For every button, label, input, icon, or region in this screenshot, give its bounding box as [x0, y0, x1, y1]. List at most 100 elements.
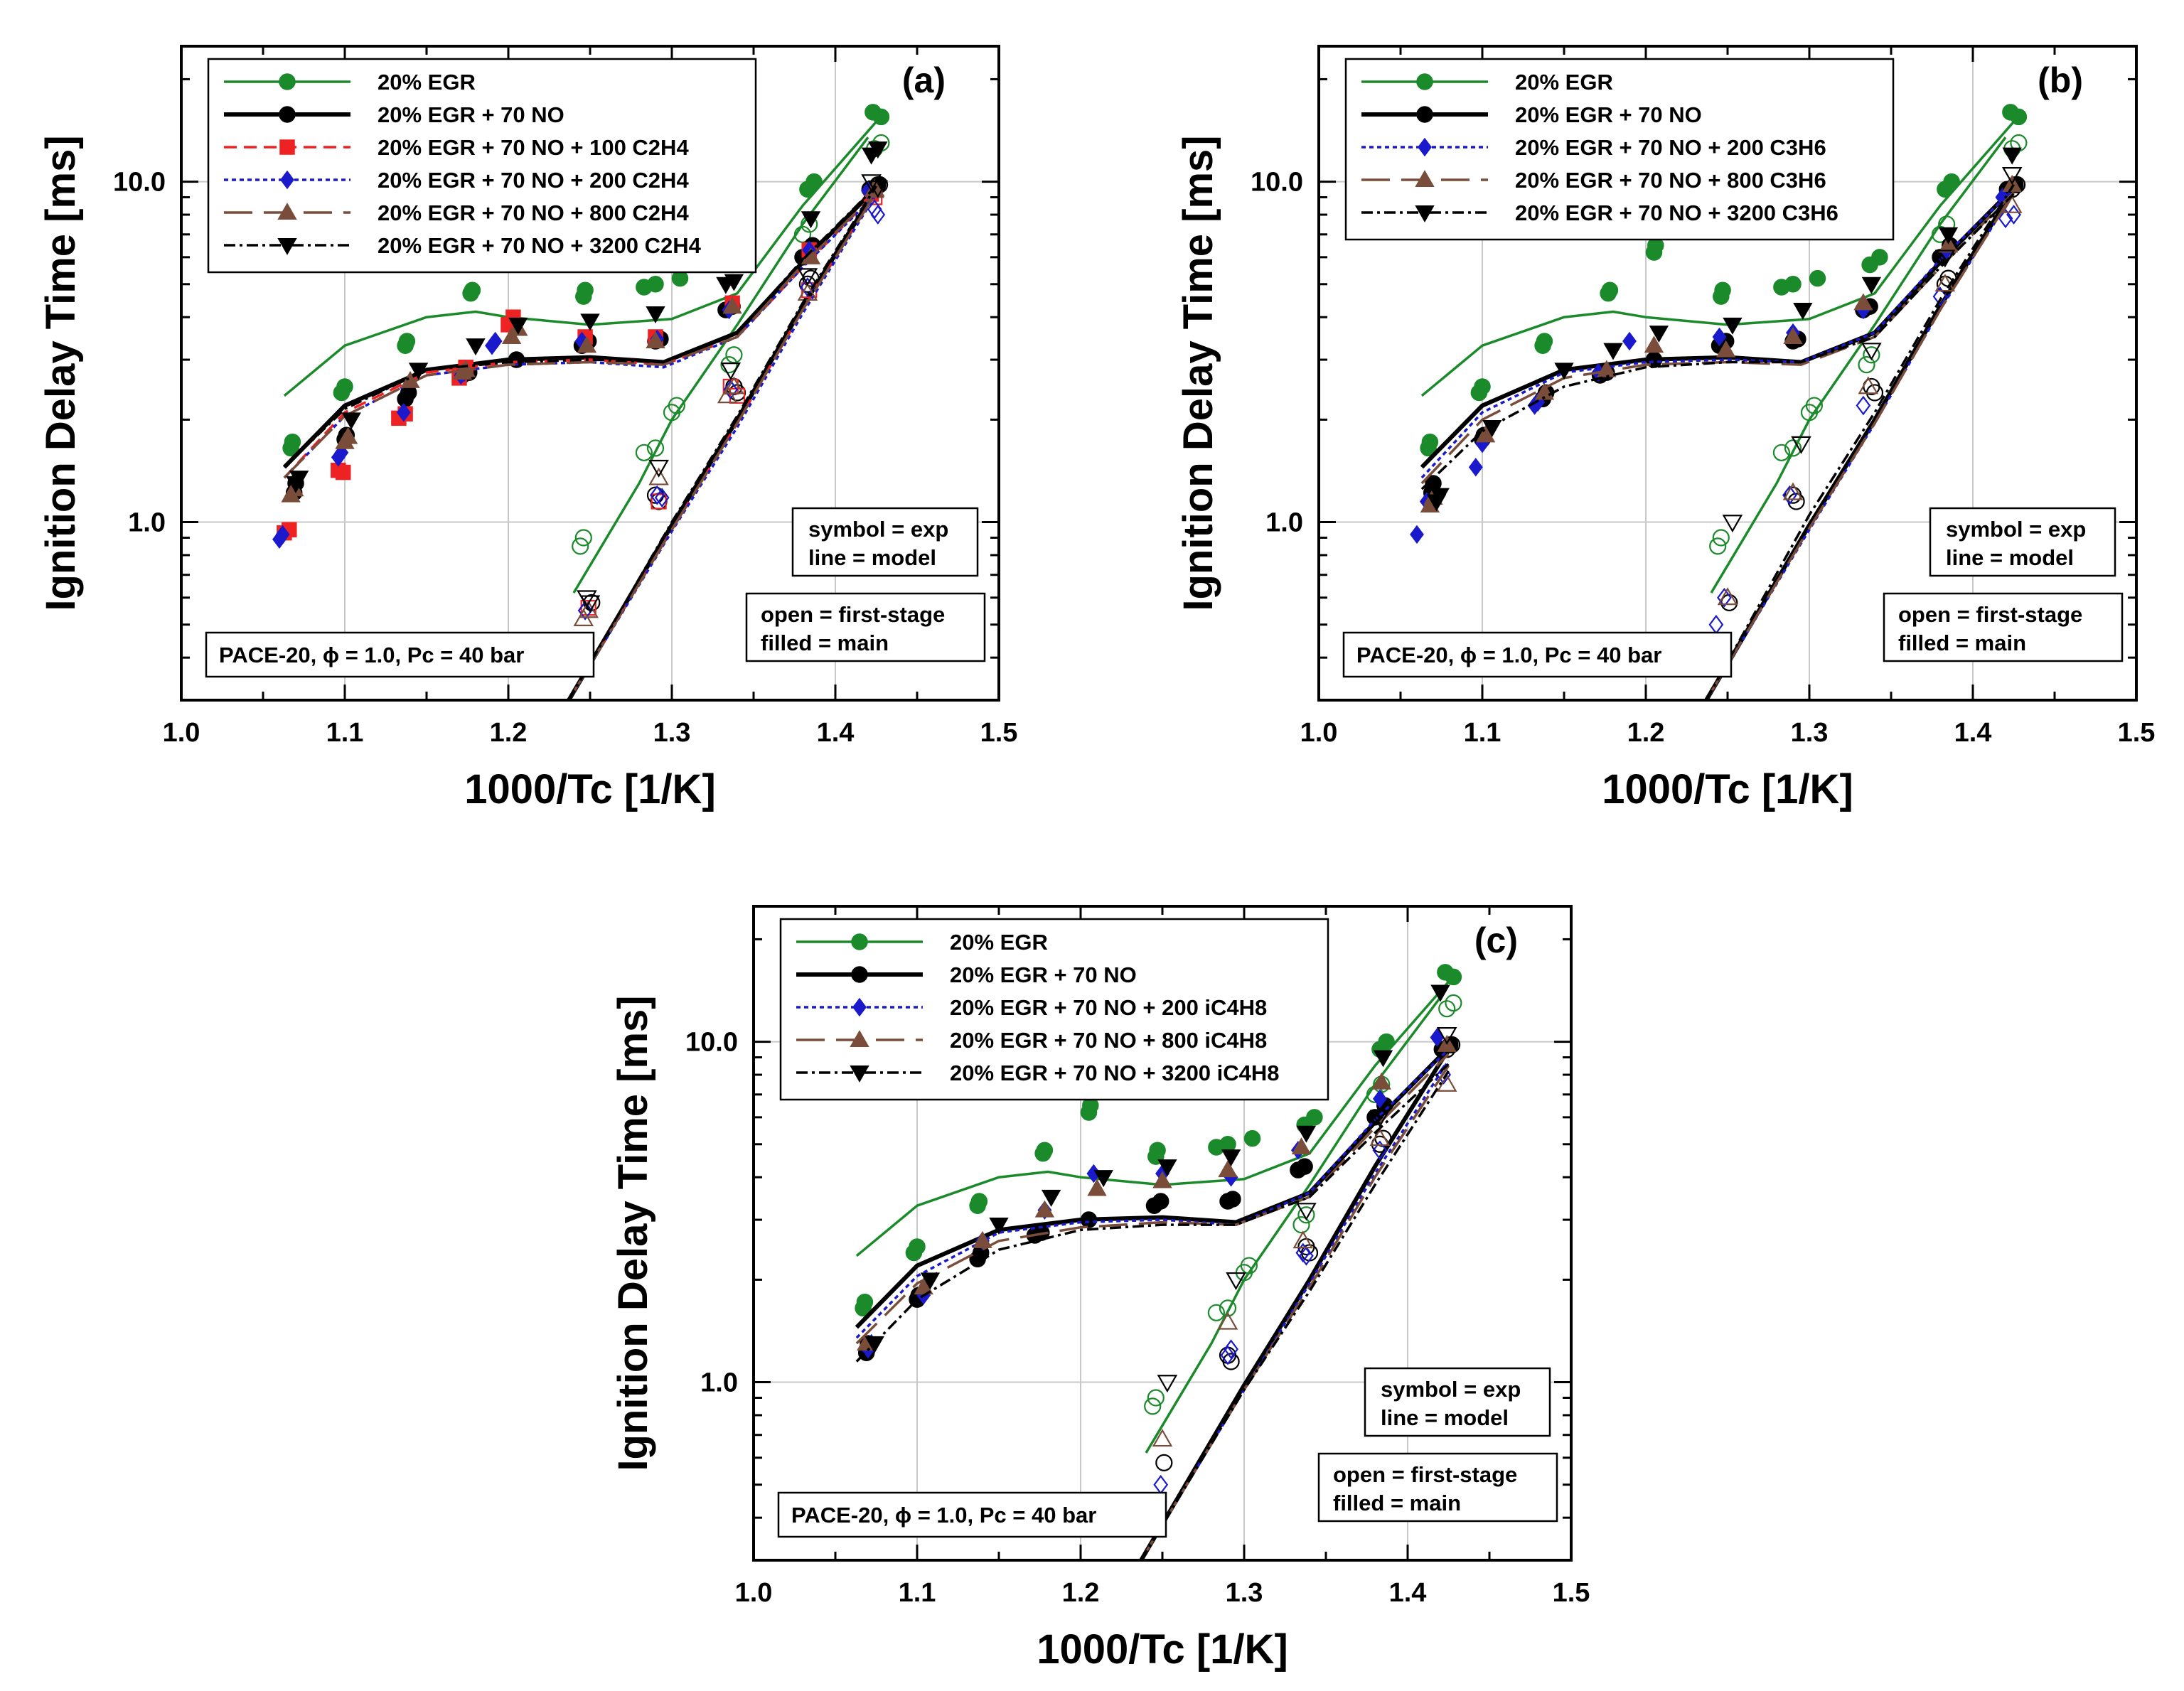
data-point-main [488, 331, 503, 351]
data-point-main [1296, 1158, 1313, 1175]
legend-marker [1415, 170, 1435, 188]
legend-marker [1418, 137, 1432, 157]
data-point-main [1378, 1033, 1395, 1051]
data-point-first-stage [1934, 249, 1956, 268]
data-point-first-stage [577, 601, 593, 621]
note-box-conditions [205, 631, 595, 678]
data-point-first-stage [1217, 1311, 1238, 1330]
x-tick-label: 1.3 [653, 718, 691, 748]
data-point-main [1943, 173, 1960, 190]
data-point-first-stage [1299, 1245, 1314, 1266]
y-tick-label: 10.0 [1251, 168, 1303, 198]
legend-label: 20% EGR + 70 NO + 3200 C3H6 [1515, 200, 1838, 225]
data-point-main [647, 276, 664, 293]
data-point-main [646, 306, 665, 323]
data-point-first-stage [1226, 1272, 1246, 1290]
data-point-first-stage [1297, 1206, 1315, 1224]
data-point-first-stage [1292, 1215, 1310, 1234]
note-line: line = model [1946, 545, 2074, 570]
data-point-first-stage [1438, 1000, 1456, 1018]
data-point-first-stage [1240, 1257, 1258, 1274]
x-tick-label: 1.5 [1553, 1578, 1590, 1608]
model-line-main [855, 1063, 1450, 1363]
legend: 20% EGR 20% EGR + 70 NO 20% EGR + 70 NO + … [207, 58, 757, 274]
data-point-main [1152, 1193, 1169, 1210]
data-point-first-stage [2001, 167, 2023, 186]
note-box-conditions [1342, 631, 1733, 678]
model-line-first-stage [1140, 1065, 1450, 1560]
legend-marker [280, 170, 294, 190]
data-point-first-stage [1784, 439, 1802, 457]
data-point-first-stage [1369, 1110, 1391, 1128]
data-point-main [1793, 302, 1813, 320]
x-tick-label: 1.0 [163, 718, 200, 748]
note-box-stage [1317, 1452, 1558, 1523]
data-point-main [970, 1193, 988, 1210]
data-point-main [1221, 1149, 1241, 1167]
data-point-first-stage [654, 488, 670, 508]
plot-area [855, 964, 1462, 1560]
data-point-main [275, 525, 290, 544]
legend-label: 20% EGR + 70 NO [378, 102, 564, 127]
note-open: open = first-stage [1898, 602, 2082, 627]
data-point-main [336, 378, 353, 395]
data-point-main [868, 141, 888, 159]
data-point-first-stage [1708, 614, 1724, 635]
chart-panel: 1.0 1.1 1.2 1.3 1.4 1.5 1.0 10.0 1000/Tc [1/K] Ig… [38, 45, 1017, 812]
data-point-first-stage [720, 362, 742, 381]
data-point-first-stage [1219, 1299, 1237, 1317]
data-point-main [456, 360, 476, 377]
note-line: line = model [1381, 1405, 1509, 1430]
data-point-first-stage [648, 459, 669, 478]
data-point-first-stage [572, 537, 589, 555]
data-point-first-stage [717, 385, 738, 404]
model-line-first-stage [1139, 1048, 1451, 1560]
data-point-first-stage [1445, 994, 1462, 1012]
note-box-stage [745, 592, 986, 662]
data-point-first-stage [1717, 587, 1738, 606]
legend-label: 20% EGR + 70 NO + 200 C2H4 [378, 168, 689, 193]
data-point-main [1861, 277, 1882, 294]
data-point-main [1853, 293, 1873, 311]
legend-label: 20% EGR + 70 NO + 3200 C2H4 [378, 233, 702, 258]
data-point-main [646, 331, 665, 349]
data-point-main [1041, 1189, 1061, 1207]
model-line-main [1420, 188, 2015, 479]
chart-panel: 1.0 1.1 1.2 1.3 1.4 1.5 1.0 10.0 1000/Tc [1/K] Ig… [1175, 45, 2155, 812]
y-axis-title: Ignition Delay Time [ms] [610, 995, 656, 1471]
data-point-main [580, 313, 600, 331]
data-point-main [577, 281, 594, 299]
data-point-first-stage [1858, 376, 1879, 394]
x-tick-label: 1.0 [1300, 718, 1338, 748]
data-point-first-stage [1222, 1353, 1240, 1370]
x-tick-label: 1.2 [1627, 718, 1665, 748]
model-line-main [855, 1053, 1450, 1345]
note-symbol: symbol = exp [1381, 1377, 1521, 1402]
data-point-first-stage [802, 269, 820, 287]
legend-marker [850, 1065, 869, 1083]
panel-label: (a) [902, 60, 946, 100]
note-box-conditions [777, 1491, 1167, 1538]
x-tick-label: 1.4 [1389, 1578, 1427, 1608]
data-point-main [1296, 1125, 1317, 1143]
model-line-main [855, 1048, 1450, 1339]
data-point-main [1034, 1200, 1055, 1218]
data-point-main [1224, 1191, 1241, 1208]
note-box-symbol [1929, 507, 2116, 577]
data-point-first-stage [1791, 436, 1811, 454]
data-point-main [577, 335, 597, 353]
data-point-main [398, 333, 416, 350]
data-point-main [973, 1230, 992, 1248]
data-point-main [1784, 276, 1802, 293]
x-tick-label: 1.3 [1791, 718, 1829, 748]
x-tick-label: 1.4 [1954, 718, 1992, 748]
data-point-first-stage [578, 600, 599, 618]
note-open: open = first-stage [761, 602, 945, 627]
model-line-main [855, 981, 1450, 1257]
data-point-first-stage [870, 205, 886, 225]
data-point-first-stage [1782, 482, 1804, 500]
data-point-main [1644, 335, 1664, 353]
x-tick-label: 1.1 [1464, 718, 1502, 748]
data-point-main [2010, 108, 2028, 126]
